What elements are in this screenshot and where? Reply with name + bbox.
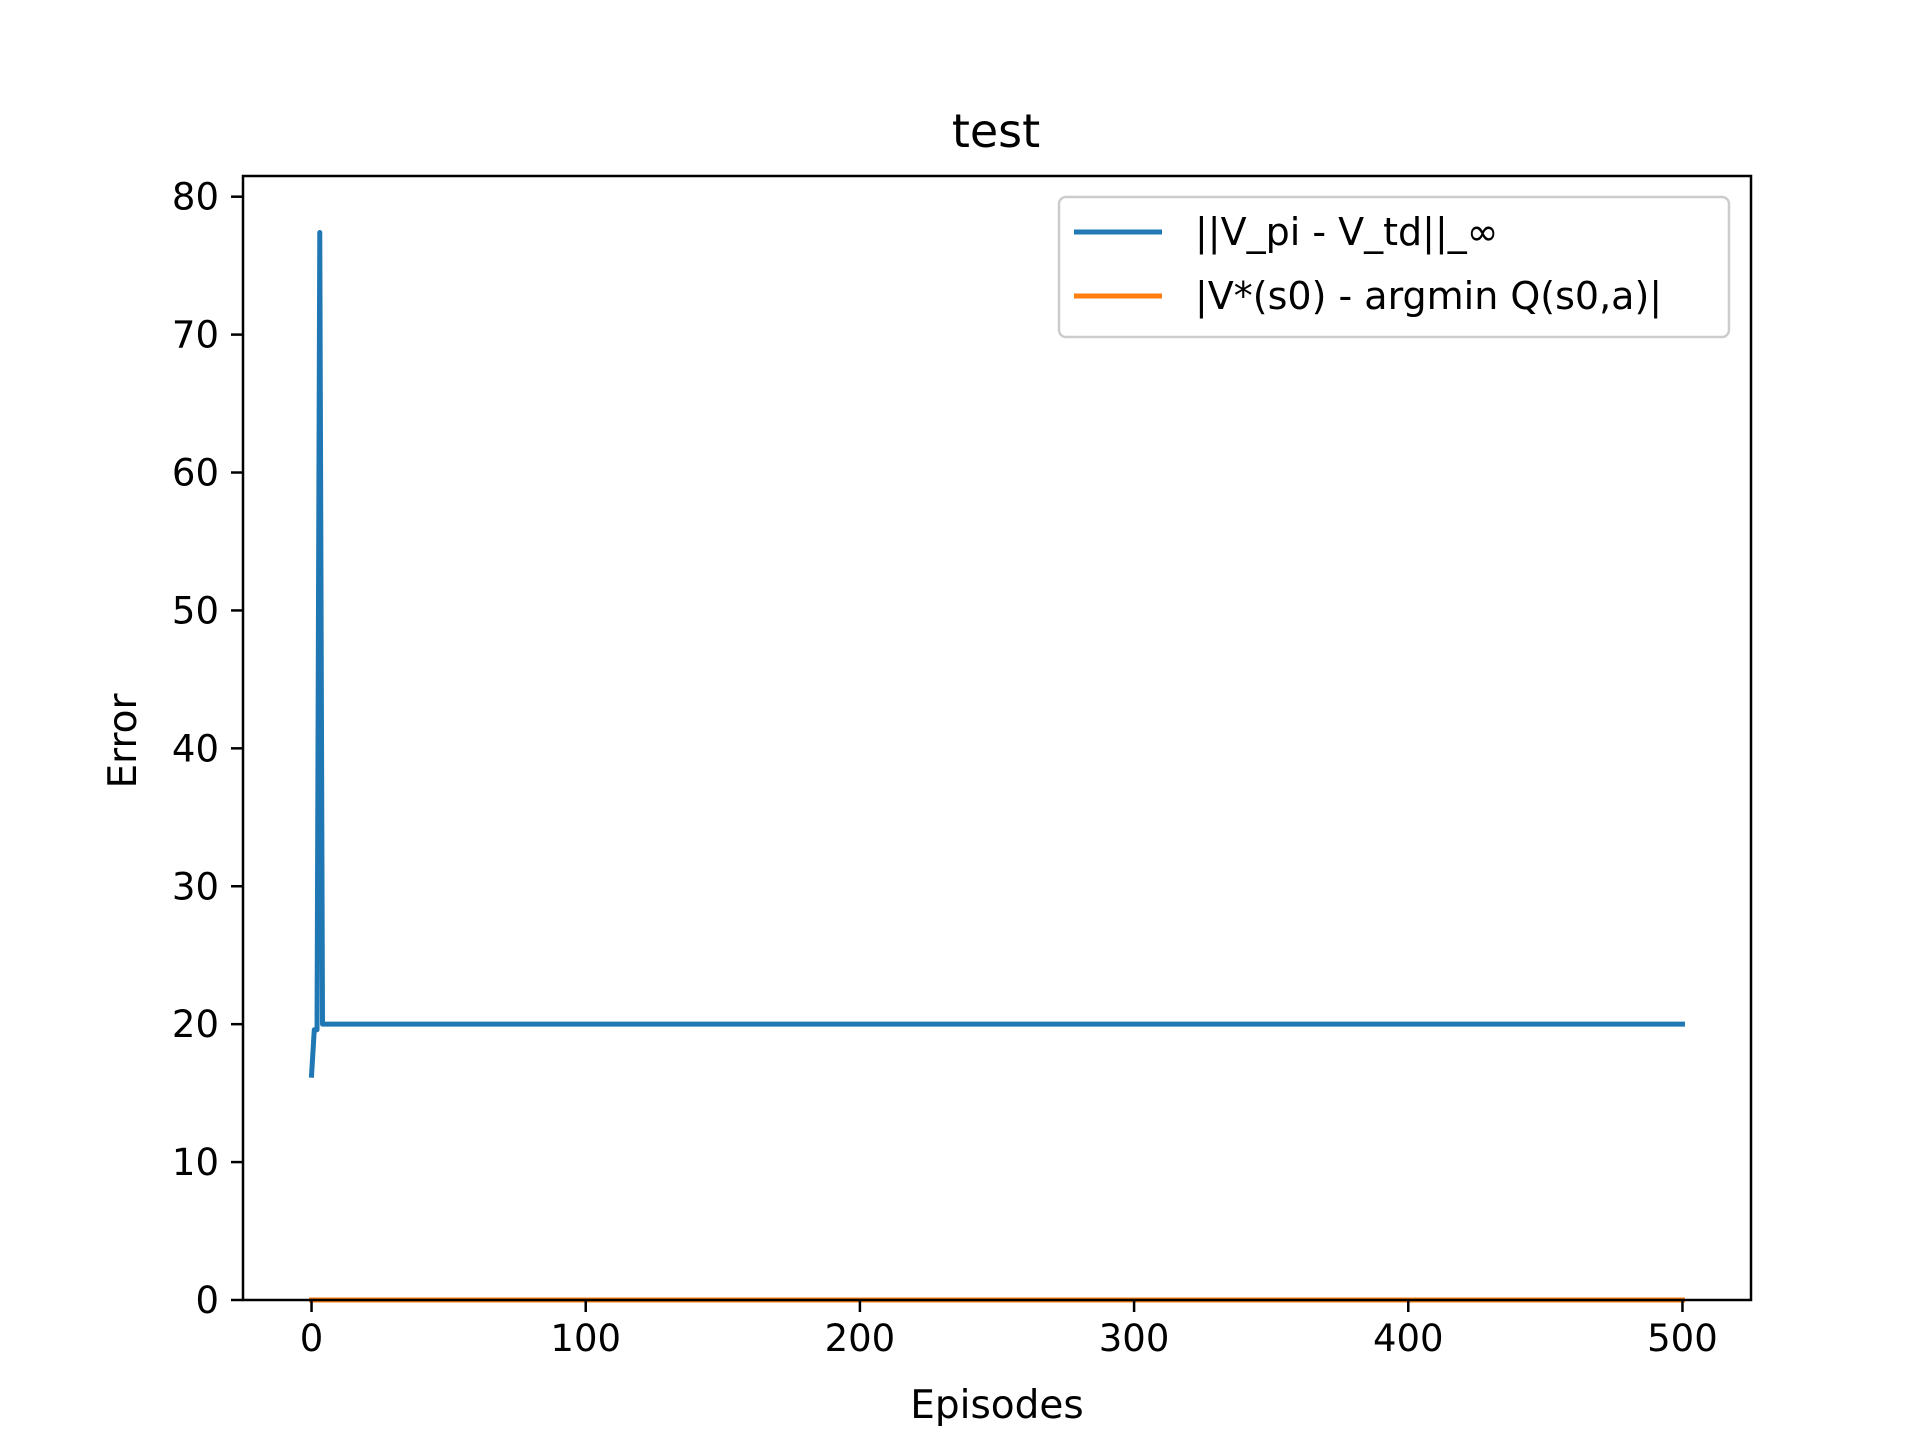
legend: ||V_pi - V_td||_∞ |V*(s0) - argmin Q(s0,a… (1057, 195, 1731, 339)
x-tick-label: 200 (825, 1317, 896, 1360)
y-tick-label: 30 (172, 865, 219, 908)
x-axis: 0 100 200 300 400 500 (300, 1300, 1718, 1360)
x-tick-label: 500 (1647, 1317, 1718, 1360)
x-tick-label: 400 (1373, 1317, 1444, 1360)
plot-frame (241, 174, 1753, 1302)
legend-box (1057, 195, 1731, 339)
y-tick-label: 20 (172, 1003, 219, 1046)
x-tick-label: 0 (300, 1317, 324, 1360)
y-tick-label: 60 (172, 452, 219, 495)
x-axis-label: Episodes (910, 1383, 1083, 1428)
y-tick-label: 80 (172, 176, 219, 219)
y-tick-label: 70 (172, 314, 219, 357)
legend-label-2: |V*(s0) - argmin Q(s0,a)| (1195, 274, 1662, 319)
legend-label-1: ||V_pi - V_td||_∞ (1195, 210, 1498, 255)
y-axis-label: Error (101, 693, 146, 789)
y-tick-label: 10 (172, 1141, 219, 1184)
chart-title: test (952, 104, 1040, 158)
y-tick-label: 0 (195, 1279, 219, 1322)
series-line-1 (308, 230, 1685, 1078)
y-tick-label: 50 (172, 589, 219, 632)
y-tick-label: 40 (172, 727, 219, 770)
y-axis: 0 10 20 30 40 50 60 70 80 (172, 176, 243, 1322)
x-tick-label: 100 (550, 1317, 621, 1360)
x-tick-label: 300 (1099, 1317, 1170, 1360)
